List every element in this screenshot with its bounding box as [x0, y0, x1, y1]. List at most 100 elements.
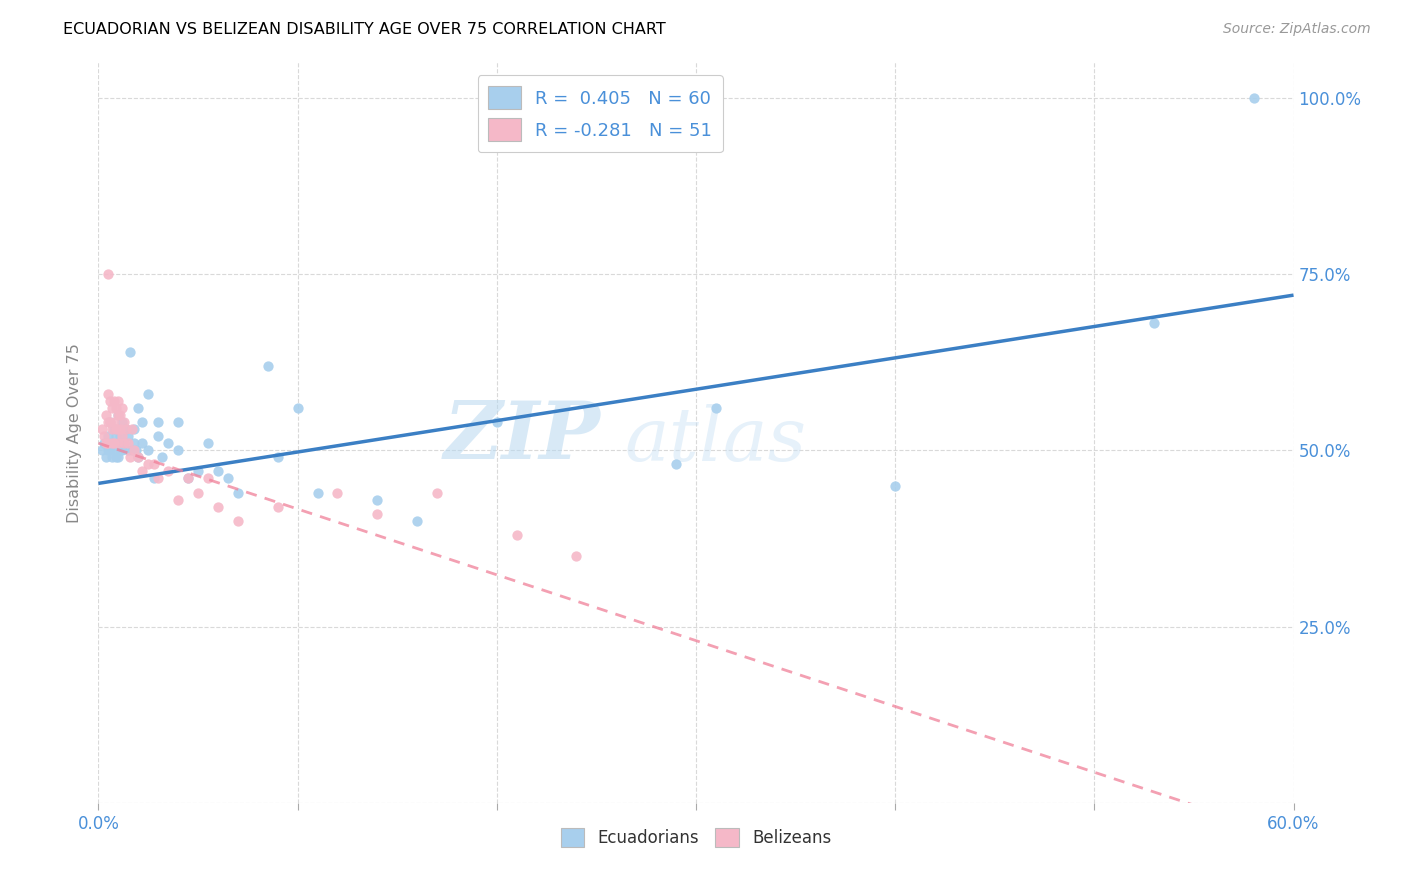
Point	[131, 415, 153, 429]
Point	[426, 485, 449, 500]
Point	[107, 393, 129, 408]
Point	[406, 514, 429, 528]
Text: ECUADORIAN VS BELIZEAN DISABILITY AGE OVER 75 CORRELATION CHART: ECUADORIAN VS BELIZEAN DISABILITY AGE OV…	[63, 22, 666, 37]
Point	[93, 436, 115, 450]
Point	[148, 429, 170, 443]
Point	[101, 436, 124, 450]
Point	[187, 485, 209, 500]
Point	[112, 415, 135, 429]
Text: Source: ZipAtlas.com: Source: ZipAtlas.com	[1223, 22, 1371, 37]
Point	[131, 436, 153, 450]
Point	[101, 450, 124, 465]
Point	[167, 415, 190, 429]
Point	[143, 471, 166, 485]
Point	[101, 436, 124, 450]
Point	[124, 422, 146, 436]
Point	[136, 458, 159, 472]
Point	[267, 450, 290, 465]
Point	[110, 422, 132, 436]
Point	[111, 415, 134, 429]
Point	[267, 500, 290, 514]
Point	[884, 478, 907, 492]
Point	[107, 408, 129, 422]
Point	[97, 415, 120, 429]
Point	[167, 443, 190, 458]
Point	[157, 464, 180, 478]
Point	[143, 458, 166, 472]
Point	[97, 267, 120, 281]
Point	[105, 450, 128, 465]
Point	[366, 492, 388, 507]
Point	[124, 443, 146, 458]
Point	[148, 415, 170, 429]
Point	[307, 485, 329, 500]
Point	[103, 436, 125, 450]
Point	[256, 359, 278, 373]
Point	[120, 450, 142, 465]
Point	[103, 422, 125, 436]
Point	[117, 436, 139, 450]
Point	[665, 458, 688, 472]
Point	[148, 471, 170, 485]
Point	[103, 415, 125, 429]
Point	[197, 436, 219, 450]
Text: ZIP: ZIP	[443, 398, 600, 475]
Point	[111, 401, 134, 415]
Point	[115, 422, 138, 436]
Text: atlas: atlas	[624, 404, 807, 476]
Point	[91, 443, 114, 458]
Point	[127, 450, 149, 465]
Point	[107, 436, 129, 450]
Point	[506, 528, 529, 542]
Point	[167, 492, 190, 507]
Point	[177, 471, 200, 485]
Point	[326, 485, 349, 500]
Point	[136, 443, 159, 458]
Point	[96, 436, 118, 450]
Point	[117, 443, 139, 458]
Legend: Ecuadorians, Belizeans: Ecuadorians, Belizeans	[554, 822, 838, 854]
Point	[107, 422, 129, 436]
Point	[226, 514, 249, 528]
Point	[103, 443, 125, 458]
Point	[226, 485, 249, 500]
Point	[1243, 91, 1265, 105]
Point	[110, 443, 132, 458]
Point	[187, 464, 209, 478]
Point	[120, 344, 142, 359]
Point	[96, 450, 118, 465]
Point	[91, 422, 114, 436]
Point	[101, 422, 124, 436]
Point	[217, 471, 239, 485]
Point	[97, 387, 120, 401]
Point	[93, 429, 115, 443]
Point	[1143, 316, 1166, 330]
Point	[112, 436, 135, 450]
Point	[98, 393, 122, 408]
Point	[105, 429, 128, 443]
Point	[366, 507, 388, 521]
Point	[103, 393, 125, 408]
Point	[110, 429, 132, 443]
Point	[127, 401, 149, 415]
Point	[101, 401, 124, 415]
Point	[131, 464, 153, 478]
Point	[107, 450, 129, 465]
Point	[197, 471, 219, 485]
Point	[96, 408, 118, 422]
Point	[287, 401, 309, 415]
Y-axis label: Disability Age Over 75: Disability Age Over 75	[67, 343, 83, 523]
Point	[177, 471, 200, 485]
Point	[97, 429, 120, 443]
Point	[98, 415, 122, 429]
Point	[98, 415, 122, 429]
Point	[112, 436, 135, 450]
Point	[207, 464, 229, 478]
Point	[121, 422, 143, 436]
Point	[124, 436, 146, 450]
Point	[117, 429, 139, 443]
Point	[105, 401, 128, 415]
Point	[111, 429, 134, 443]
Point	[125, 443, 148, 458]
Point	[115, 422, 138, 436]
